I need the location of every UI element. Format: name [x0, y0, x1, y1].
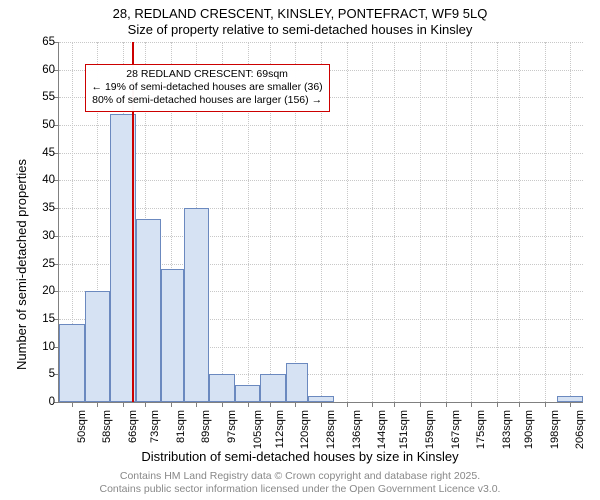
histogram-bar: [260, 374, 286, 402]
x-tick-label: 112sqm: [272, 410, 286, 448]
annotation-line-2: ← 19% of semi-detached houses are smalle…: [92, 81, 323, 94]
y-tick-label: 5: [21, 368, 59, 380]
x-tick-mark: [97, 402, 98, 407]
y-tick-label: 25: [21, 258, 59, 270]
y-tick-label: 50: [21, 119, 59, 131]
x-tick-label: 175sqm: [473, 410, 487, 449]
histogram-bar: [235, 385, 261, 402]
grid-line-v: [446, 42, 447, 402]
y-tick-label: 0: [21, 396, 59, 408]
y-tick-label: 35: [21, 202, 59, 214]
x-tick-mark: [420, 402, 421, 407]
footer-attribution: Contains HM Land Registry data © Crown c…: [0, 470, 600, 496]
footer-line-1: Contains HM Land Registry data © Crown c…: [0, 470, 600, 483]
x-tick-mark: [471, 402, 472, 407]
chart-container: 28, REDLAND CRESCENT, KINSLEY, PONTEFRAC…: [0, 0, 600, 500]
x-tick-label: 151sqm: [396, 410, 410, 449]
x-tick-label: 89sqm: [198, 410, 212, 443]
grid-line-v: [545, 42, 546, 402]
x-tick-mark: [570, 402, 571, 407]
histogram-bar: [136, 219, 162, 402]
x-tick-mark: [72, 402, 73, 407]
x-tick-mark: [545, 402, 546, 407]
x-tick-label: 128sqm: [323, 410, 337, 449]
grid-line-v: [394, 42, 395, 402]
y-tick-label: 55: [21, 91, 59, 103]
x-tick-mark: [347, 402, 348, 407]
x-tick-mark: [248, 402, 249, 407]
x-tick-mark: [222, 402, 223, 407]
histogram-bar: [59, 324, 85, 402]
histogram-bar: [286, 363, 308, 402]
y-tick-label: 60: [21, 64, 59, 76]
x-tick-mark: [372, 402, 373, 407]
x-tick-mark: [123, 402, 124, 407]
x-tick-label: 159sqm: [422, 410, 436, 449]
grid-line-v: [347, 42, 348, 402]
x-tick-mark: [497, 402, 498, 407]
x-tick-label: 206sqm: [572, 410, 586, 449]
x-tick-mark: [171, 402, 172, 407]
annotation-box: 28 REDLAND CRESCENT: 69sqm← 19% of semi-…: [85, 64, 330, 111]
chart-title: 28, REDLAND CRESCENT, KINSLEY, PONTEFRAC…: [0, 6, 600, 37]
grid-line-v: [570, 42, 571, 402]
annotation-line-3: 80% of semi-detached houses are larger (…: [92, 94, 323, 107]
grid-line-v: [497, 42, 498, 402]
x-tick-label: 81sqm: [173, 410, 187, 443]
x-tick-mark: [295, 402, 296, 407]
y-tick-label: 45: [21, 147, 59, 159]
x-axis-label: Distribution of semi-detached houses by …: [0, 449, 600, 464]
plot-area: 0510152025303540455055606550sqm58sqm66sq…: [58, 42, 583, 403]
y-tick-label: 20: [21, 285, 59, 297]
histogram-bar: [184, 208, 210, 402]
x-tick-mark: [519, 402, 520, 407]
grid-line-v: [420, 42, 421, 402]
grid-line-v: [519, 42, 520, 402]
x-tick-label: 50sqm: [74, 410, 88, 443]
annotation-line-1: 28 REDLAND CRESCENT: 69sqm: [92, 68, 323, 81]
x-tick-label: 66sqm: [125, 410, 139, 443]
y-tick-label: 10: [21, 341, 59, 353]
x-tick-mark: [145, 402, 146, 407]
x-tick-mark: [196, 402, 197, 407]
grid-line-v: [471, 42, 472, 402]
x-tick-label: 190sqm: [521, 410, 535, 449]
x-tick-label: 167sqm: [448, 410, 462, 449]
grid-line-v: [372, 42, 373, 402]
x-tick-label: 136sqm: [349, 410, 363, 449]
title-line-1: 28, REDLAND CRESCENT, KINSLEY, PONTEFRAC…: [0, 6, 600, 22]
x-tick-label: 120sqm: [297, 410, 311, 449]
x-tick-label: 73sqm: [147, 410, 161, 443]
y-tick-label: 30: [21, 230, 59, 242]
histogram-bar: [557, 396, 583, 402]
footer-line-2: Contains public sector information licen…: [0, 483, 600, 496]
x-tick-label: 97sqm: [224, 410, 238, 443]
y-tick-label: 65: [21, 36, 59, 48]
x-tick-mark: [394, 402, 395, 407]
histogram-bar: [308, 396, 334, 402]
histogram-bar: [209, 374, 235, 402]
x-tick-label: 183sqm: [499, 410, 513, 449]
x-tick-label: 58sqm: [99, 410, 113, 443]
x-tick-label: 198sqm: [547, 410, 561, 449]
x-tick-label: 144sqm: [374, 410, 388, 449]
x-tick-mark: [270, 402, 271, 407]
histogram-bar: [161, 269, 183, 402]
x-tick-label: 105sqm: [250, 410, 264, 449]
x-tick-mark: [446, 402, 447, 407]
x-tick-mark: [321, 402, 322, 407]
histogram-bar: [85, 291, 111, 402]
y-tick-label: 15: [21, 313, 59, 325]
y-tick-label: 40: [21, 174, 59, 186]
title-line-2: Size of property relative to semi-detach…: [0, 22, 600, 38]
